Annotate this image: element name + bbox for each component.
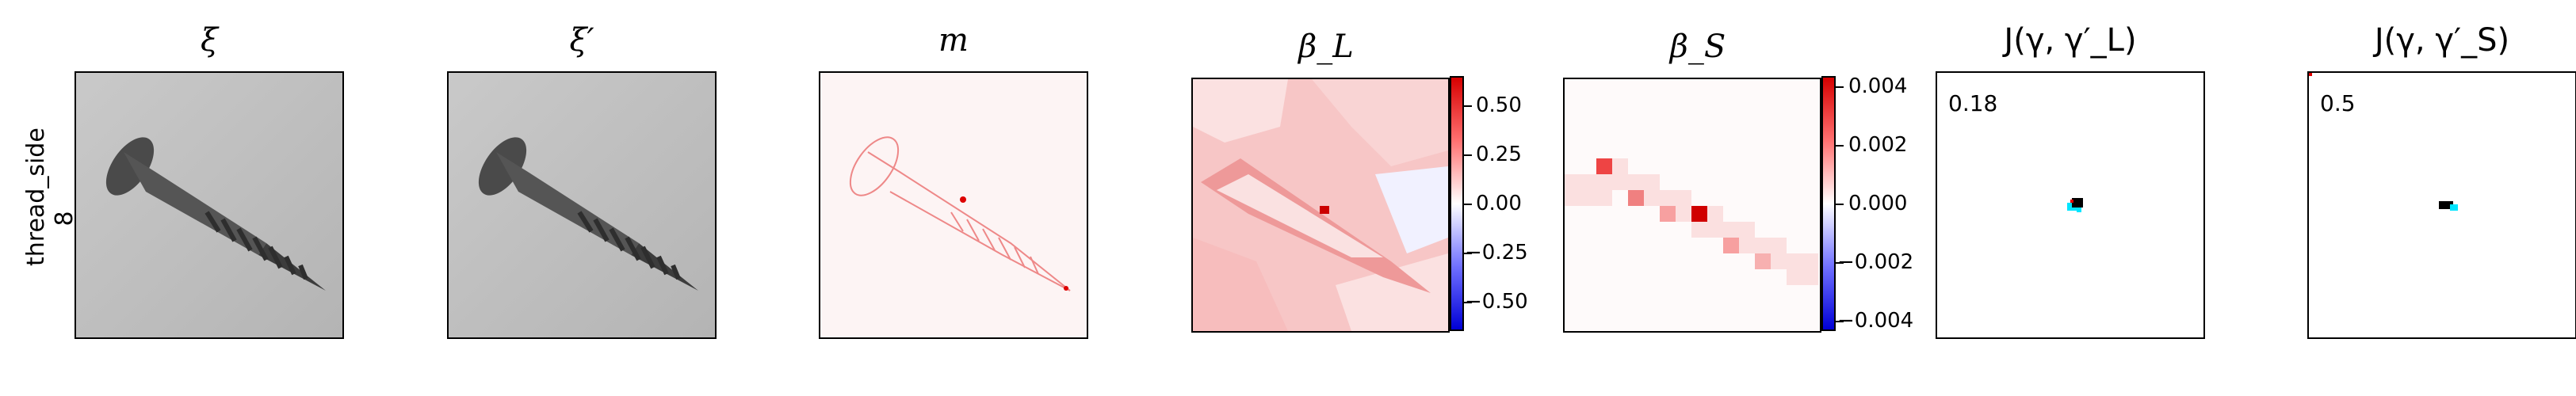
- title-xi: ξ: [200, 22, 219, 59]
- cb-s-label: 0.000: [1848, 192, 1908, 215]
- jaccard-s-score: 0.5: [2320, 90, 2356, 116]
- title-mask: m: [938, 22, 969, 59]
- row-label: thread_side 8: [22, 128, 79, 266]
- image-reconstructed: [447, 71, 717, 339]
- title-beta-s: β_S: [1669, 29, 1726, 65]
- title-beta-l: β_L: [1298, 29, 1354, 65]
- cb-s-label: 0.002: [1848, 133, 1908, 157]
- cb-l-label: 0.25: [1476, 143, 1522, 166]
- beta-s-heatmap: [1565, 79, 1820, 331]
- colorbar-beta-l: [1450, 76, 1464, 331]
- mask-heatmap: [820, 73, 1087, 337]
- cb-l-tick: [1464, 302, 1472, 303]
- screw-image-reconstructed: [449, 73, 715, 337]
- mask-map: [819, 71, 1088, 339]
- title-j-l: J(γ, γ′_L): [2004, 22, 2137, 59]
- jaccard-s-map: 0.5: [2307, 71, 2576, 339]
- jaccard-l-map: 0.18: [1936, 71, 2205, 339]
- beta-s-map: [1563, 78, 1821, 333]
- cb-l-label: 0.50: [1476, 93, 1522, 117]
- cb-s-tick: [1836, 262, 1844, 264]
- beta-l-heatmap: [1193, 79, 1448, 331]
- cb-l-tick: [1464, 154, 1472, 156]
- cb-s-tick: [1836, 204, 1844, 205]
- cb-l-label: −0.25: [1465, 241, 1528, 265]
- beta-l-map: [1191, 78, 1450, 333]
- row-label-category: thread_side: [22, 128, 50, 266]
- image-original: [75, 71, 344, 339]
- cb-s-label: −0.004: [1837, 309, 1914, 333]
- jaccard-s-overlay: [2309, 73, 2458, 211]
- cb-s-tick: [1836, 145, 1844, 147]
- screw-image-original: [76, 73, 342, 337]
- cb-l-label: −0.50: [1465, 290, 1528, 314]
- jaccard-l-overlay: [2067, 198, 2083, 212]
- cb-s-label: 0.004: [1848, 74, 1908, 98]
- cb-s-tick: [1836, 86, 1844, 88]
- cb-l-tick: [1464, 105, 1472, 107]
- cb-l-tick: [1464, 204, 1472, 205]
- jaccard-l-score: 0.18: [1948, 90, 1998, 116]
- cb-l-label: 0.00: [1476, 192, 1522, 215]
- cb-l-tick: [1464, 253, 1472, 254]
- title-xi-prime: ξ′: [569, 22, 594, 59]
- cb-s-tick: [1836, 321, 1844, 322]
- cb-s-label: −0.002: [1837, 250, 1914, 274]
- screw-shape: [105, 137, 326, 291]
- title-j-s: J(γ, γ′_S): [2374, 22, 2510, 59]
- colorbar-beta-s: [1821, 76, 1836, 331]
